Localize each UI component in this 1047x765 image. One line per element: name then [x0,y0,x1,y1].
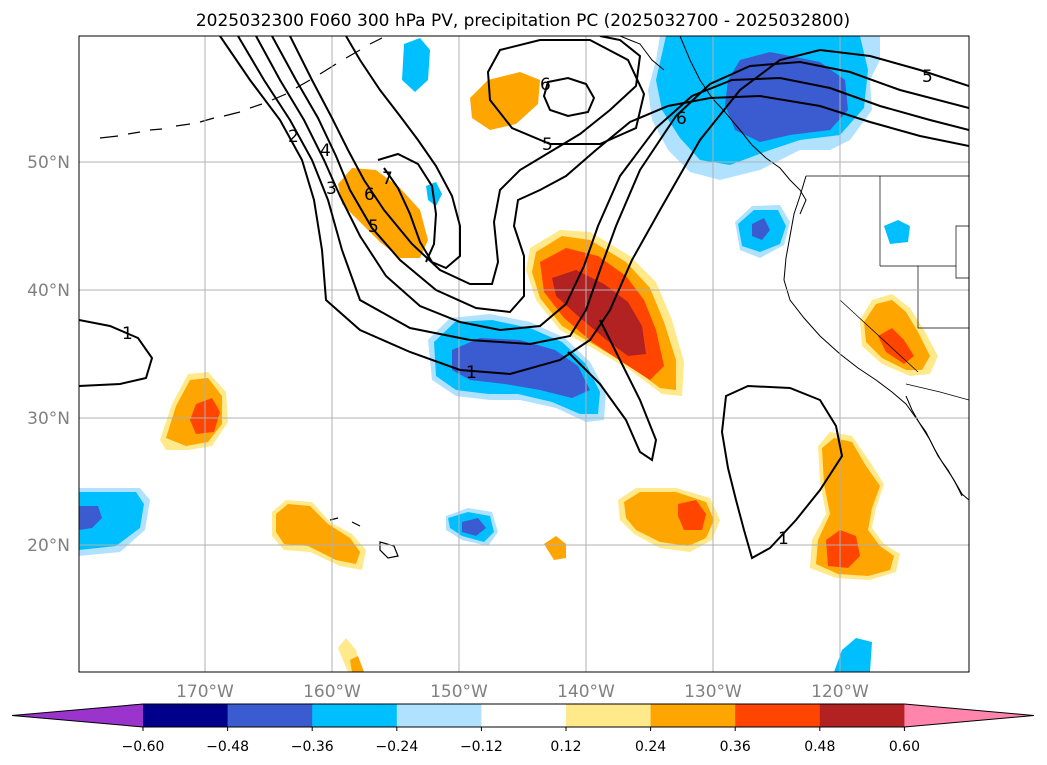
blue-patch-west-core [79,506,102,530]
colorbar-tick-label: 0.12 [550,739,581,755]
contour-label-5-north: 5 [542,135,553,155]
blue-patch-south [834,638,872,672]
lon-label-160w: 160°W [303,682,361,702]
contour-label-3: 3 [326,179,337,199]
lat-label-50n: 50°N [27,153,70,173]
contour-label-7: 7 [382,169,393,189]
colorbar-extend-high [904,704,1034,727]
colorbar: −0.60 −0.48 −0.36 −0.24 −0.12 0.12 0.24 0.36 0.4… [11,703,1035,755]
colorbar-segment [227,704,313,727]
pv-contour-1-west [79,319,154,387]
orange-patch-20n-west [276,504,360,564]
colorbar-tick-label: 0.48 [804,739,835,755]
contour-label-6: 6 [364,185,375,205]
aleutian-islands [99,37,383,139]
orange-patch-small-south [544,536,566,560]
latitude-labels: 50°N 40°N 30°N 20°N [27,153,70,556]
contour-label-5-east: 5 [922,67,933,87]
contour-label-2: 2 [288,127,299,147]
colorbar-segment [819,704,905,727]
us-mexico-border [905,383,969,401]
pv-contour-1-east [720,384,844,560]
colorbar-segment [312,704,398,727]
alaska-coast [679,36,807,215]
contour-label-1-east: 1 [778,529,789,549]
lon-label-150w: 150°W [430,682,488,702]
colorbar-tick-label: 0.24 [635,739,666,755]
colorbar-segment [481,704,567,727]
colorbar-segment [143,704,229,727]
colorbar-tick-label: −0.12 [460,739,503,755]
blue-region-alaska-small [402,38,430,92]
contour-label-1-west: 1 [122,324,133,344]
map-title: 2025032300 F060 300 hPa PV, precipitatio… [196,11,850,31]
colorbar-segment [650,704,736,727]
alaska-southcoast [619,36,665,71]
colorbar-tick-label: −0.48 [206,739,249,755]
blue-patch-offshore-45n-core [752,218,770,240]
colorbar-segment [566,704,652,727]
colorbar-tick-label: 0.36 [720,739,751,755]
pv-contour-5-north [486,39,646,145]
map-frame [78,35,970,673]
lat-label-20n: 20°N [27,536,70,556]
pv-contour-2 [237,36,969,346]
gridlines [79,36,969,672]
pv-contour-3 [255,36,969,332]
pv-contour-7 [377,152,438,263]
precip-band-darkred [552,270,646,356]
lat-label-40n: 40°N [27,281,70,301]
pv-contour-1-trough [219,36,969,376]
pv-contour-south-trough [567,319,658,462]
red-patch-east [826,530,860,568]
lat-label-30n: 30°N [27,409,70,429]
lon-label-130w: 130°W [684,682,742,702]
colorbar-extend-low [12,704,143,727]
pv-contour-6-ridge [345,36,461,270]
map-content: 1 2 3 4 5 6 7 1 1 5 6 5 6 [79,36,969,672]
pv-contour-6-north [542,76,596,118]
orange-patch-south-tiny [350,656,364,672]
lon-label-140w: 140°W [557,682,615,702]
colorbar-segment [396,704,482,727]
orange-patch-north [470,72,540,130]
colorbar-tick-label: −0.24 [375,739,418,755]
coastlines [99,36,969,559]
blue-region-northeast-core [725,52,848,142]
red-patch-california [878,328,914,364]
baja-california [905,395,963,497]
pv-contour-4 [271,36,969,314]
contour-label-1-central: 1 [466,363,477,383]
colorbar-tick-label: −0.36 [291,739,334,755]
contour-labels: 1 2 3 4 5 6 7 1 1 5 6 5 6 [122,67,933,549]
lon-label-170w: 170°W [176,682,234,702]
pv-contours [79,36,969,560]
blue-patch-inland [884,220,910,244]
lon-label-120w: 120°W [811,682,869,702]
red-patch-22n [678,500,706,530]
contour-label-6-east: 6 [676,109,687,129]
state-borders [839,176,969,373]
contour-label-6-north: 6 [540,75,551,95]
longitude-labels: 170°W 160°W 150°W 140°W 130°W 120°W [176,682,869,702]
contour-label-5: 5 [368,217,379,237]
colorbar-tick-label: 0.60 [889,739,920,755]
colorbar-tick-label: −0.60 [122,739,165,755]
blue-patch-hawaii-core [462,518,486,536]
pv-contour-5-outer [289,36,642,285]
colorbar-segment [735,704,821,727]
blue-band-central-core [452,338,590,398]
contour-label-4: 4 [320,141,331,161]
